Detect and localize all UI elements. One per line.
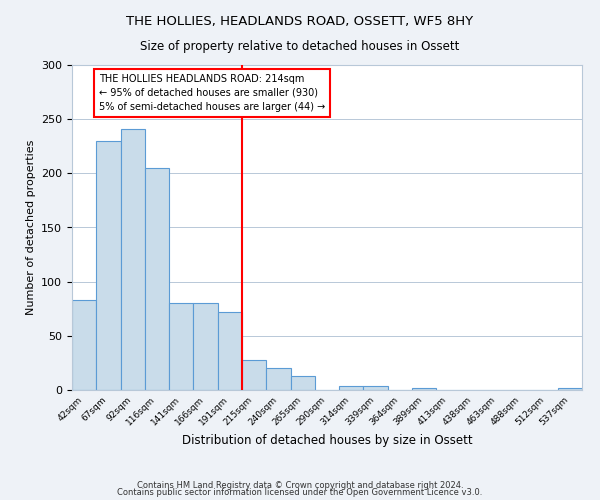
Text: Contains HM Land Registry data © Crown copyright and database right 2024.: Contains HM Land Registry data © Crown c… bbox=[137, 480, 463, 490]
Text: Size of property relative to detached houses in Ossett: Size of property relative to detached ho… bbox=[140, 40, 460, 53]
Y-axis label: Number of detached properties: Number of detached properties bbox=[26, 140, 35, 315]
Bar bbox=[72, 300, 96, 390]
Bar bbox=[558, 388, 582, 390]
Bar bbox=[412, 388, 436, 390]
Bar bbox=[290, 376, 315, 390]
Bar bbox=[364, 386, 388, 390]
Bar bbox=[145, 168, 169, 390]
Bar bbox=[218, 312, 242, 390]
Bar bbox=[121, 129, 145, 390]
X-axis label: Distribution of detached houses by size in Ossett: Distribution of detached houses by size … bbox=[182, 434, 472, 447]
Text: THE HOLLIES HEADLANDS ROAD: 214sqm
← 95% of detached houses are smaller (930)
5%: THE HOLLIES HEADLANDS ROAD: 214sqm ← 95%… bbox=[99, 74, 325, 112]
Text: THE HOLLIES, HEADLANDS ROAD, OSSETT, WF5 8HY: THE HOLLIES, HEADLANDS ROAD, OSSETT, WF5… bbox=[127, 15, 473, 28]
Bar bbox=[96, 141, 121, 390]
Bar bbox=[193, 304, 218, 390]
Bar bbox=[242, 360, 266, 390]
Bar bbox=[339, 386, 364, 390]
Bar bbox=[266, 368, 290, 390]
Bar bbox=[169, 304, 193, 390]
Text: Contains public sector information licensed under the Open Government Licence v3: Contains public sector information licen… bbox=[118, 488, 482, 497]
